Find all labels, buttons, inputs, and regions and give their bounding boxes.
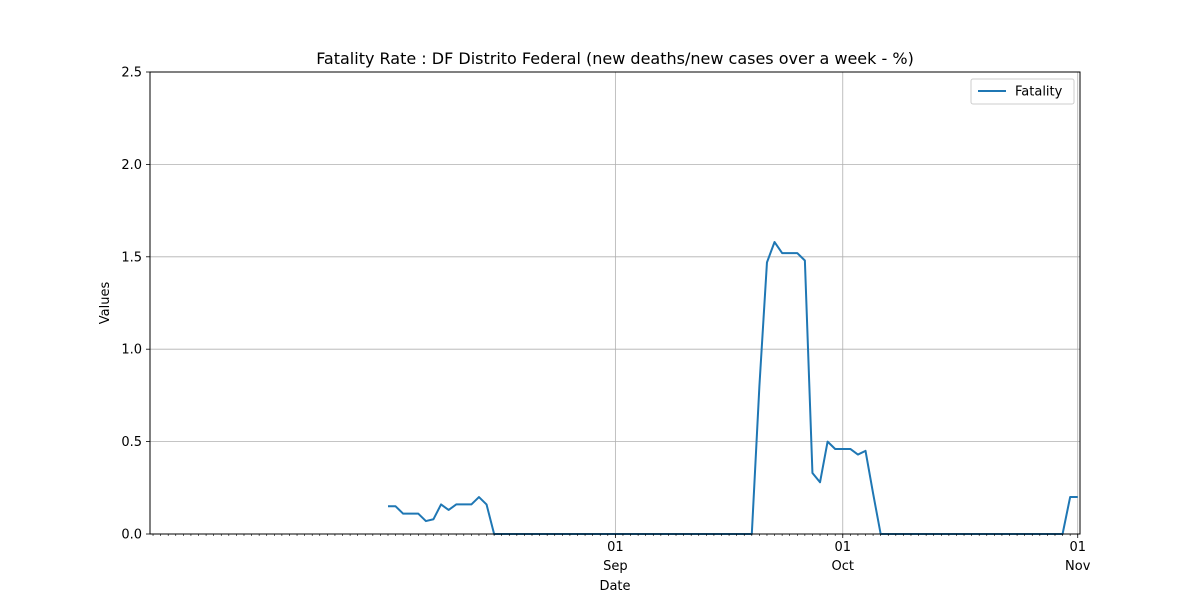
x-axis-label: Date bbox=[599, 579, 630, 594]
legend: Fatality bbox=[970, 78, 1075, 105]
x-tick-label-month: Nov bbox=[1065, 559, 1091, 574]
x-tick-label-month: Oct bbox=[832, 559, 854, 574]
x-tick-label-month: Sep bbox=[603, 559, 628, 574]
x-tick-label-day: 01 bbox=[834, 540, 851, 555]
y-tick-label: 0.0 bbox=[121, 528, 142, 543]
y-tick-label: 1.0 bbox=[121, 343, 142, 358]
grid-lines bbox=[150, 71, 1080, 535]
y-tick-label: 2.0 bbox=[121, 158, 142, 173]
y-tick-label: 1.5 bbox=[121, 250, 142, 265]
y-tick-label: 0.5 bbox=[121, 435, 142, 450]
y-tick-label: 2.5 bbox=[121, 66, 142, 81]
series-layer bbox=[387, 241, 1078, 535]
chart-title: Fatality Rate : DF Distrito Federal (new… bbox=[316, 49, 914, 68]
y-axis-label: Values bbox=[98, 282, 113, 325]
tick-layer: 0.0 0.5 1.0 1.5 2.0 2.5 01 Sep 01 Oct 01 Nov bbox=[121, 66, 1090, 575]
series-line-fatality bbox=[388, 241, 1078, 535]
x-tick-label-day: 01 bbox=[1069, 540, 1086, 555]
legend-box bbox=[970, 78, 1075, 105]
x-tick-label-day: 01 bbox=[607, 540, 624, 555]
legend-label: Fatality bbox=[1015, 85, 1063, 100]
